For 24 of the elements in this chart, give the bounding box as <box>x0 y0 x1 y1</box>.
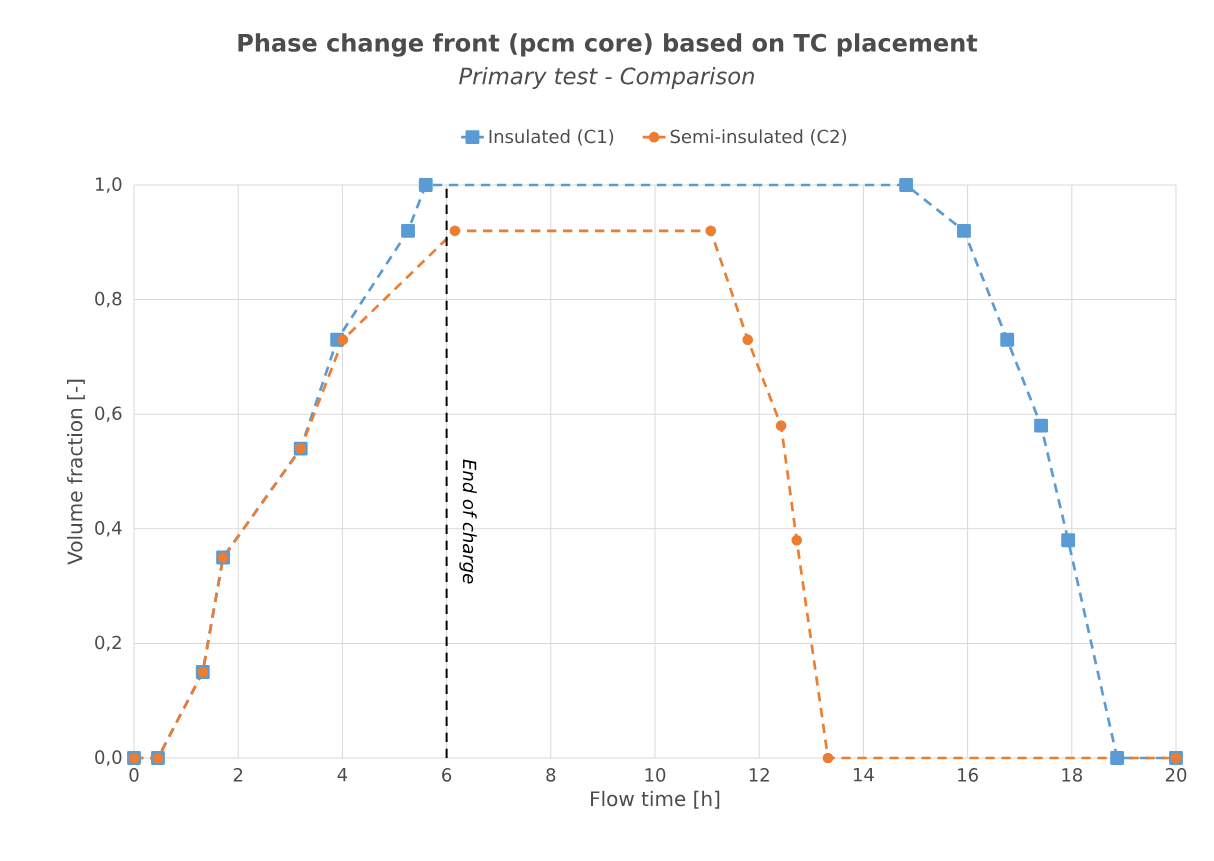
y-tick-label: 0,0 <box>95 750 122 766</box>
y-tick-label: 0,2 <box>95 635 121 652</box>
y-tick-label: 0,6 <box>95 406 122 422</box>
ref-line-label: End of charge <box>459 459 477 584</box>
x-tick-label: 2 <box>233 768 243 782</box>
legend-label: Insulated (C1) <box>489 129 614 146</box>
x-tick-label: 4 <box>337 768 348 782</box>
x-tick-label: 20 <box>1165 768 1187 782</box>
y-tick-label: 0,8 <box>95 291 122 308</box>
x-tick-label: 10 <box>645 768 666 782</box>
chart-subtitle: Primary test - Comparison <box>459 67 754 89</box>
chart-title: Phase change front (pcm core) based on TC placement <box>238 33 978 57</box>
x-tick-label: 16 <box>958 768 978 782</box>
y-axis-title: Volume fraction [-] <box>67 379 85 565</box>
y-tick-label: 0,4 <box>95 521 122 537</box>
y-tick-label: 1,0 <box>95 177 122 193</box>
x-tick-label: 6 <box>442 768 452 782</box>
legend-label: Semi-insulated (C2) <box>670 129 847 146</box>
x-tick-label: 18 <box>1062 768 1083 782</box>
x-axis-title: Flow time [h] <box>591 790 720 809</box>
x-tick-label: 8 <box>546 768 556 782</box>
x-tick-label: 12 <box>749 768 769 782</box>
x-tick-label: 14 <box>853 768 874 782</box>
x-tick-label: 0 <box>129 768 139 782</box>
